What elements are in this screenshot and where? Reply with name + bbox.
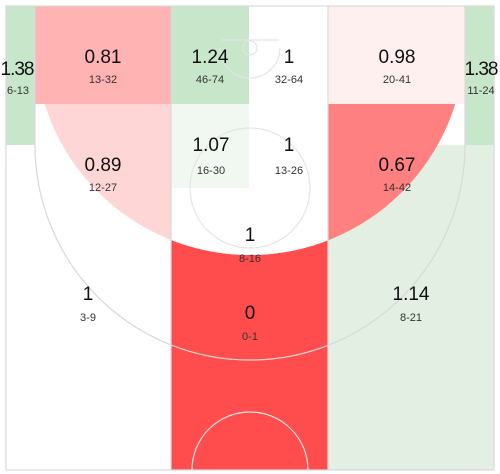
zone-right-short-paint xyxy=(249,104,328,188)
value-left-midrange: 0.89 xyxy=(85,155,122,176)
label-left-corner-three: 1.38 6-13 xyxy=(1,59,35,97)
court-lines xyxy=(5,5,495,471)
value-top-left-paint: 1.24 xyxy=(192,47,229,68)
attempts-right-wing-three: 20-41 xyxy=(383,74,411,86)
attempts-top-of-key-three: 0-1 xyxy=(242,331,258,343)
attempts-top-left-paint: 46-74 xyxy=(196,74,224,86)
value-left-wing-three: 0.81 xyxy=(85,47,122,68)
attempts-right-short-paint: 13-26 xyxy=(275,165,303,177)
zone-left-wing-three xyxy=(35,6,171,104)
attempts-left-corner-three: 6-13 xyxy=(7,85,29,97)
value-right-midrange: 0.67 xyxy=(379,155,416,176)
value-top-right-paint: 1 xyxy=(284,47,295,68)
value-left-above-break-three: 1 xyxy=(83,284,94,305)
label-top-right-paint: 1 32-64 xyxy=(275,47,303,86)
zone-right-corner-three xyxy=(465,6,494,145)
label-right-short-paint: 1 13-26 xyxy=(275,135,303,177)
label-right-wing-three: 0.98 20-41 xyxy=(379,47,416,86)
value-left-short-paint: 1.07 xyxy=(193,135,230,156)
attempts-right-corner-three: 11-24 xyxy=(467,85,494,97)
zone-left-short-paint xyxy=(171,104,249,188)
label-top-of-key-three: 0 0-1 xyxy=(242,303,258,343)
attempts-left-wing-three: 13-32 xyxy=(89,74,117,86)
zone-right-wing-three xyxy=(328,6,465,104)
attempts-left-short-paint: 16-30 xyxy=(197,165,225,177)
value-top-of-key-three: 0 xyxy=(245,303,256,324)
label-left-wing-three: 0.81 13-32 xyxy=(85,47,122,86)
value-free-throw-line: 1 xyxy=(245,225,256,246)
attempts-top-right-paint: 32-64 xyxy=(275,74,303,86)
label-top-left-paint: 1.24 46-74 xyxy=(192,47,229,86)
zone-top-right-paint xyxy=(249,6,328,104)
value-right-above-break-three: 1.14 xyxy=(393,284,430,305)
value-right-wing-three: 0.98 xyxy=(379,47,416,68)
label-free-throw-line: 1 8-16 xyxy=(239,225,261,265)
attempts-left-midrange: 12-27 xyxy=(89,182,117,194)
attempts-right-above-break-three: 8-21 xyxy=(400,312,422,324)
value-left-corner-three: 1.38 xyxy=(1,59,34,80)
label-right-above-break-three: 1.14 8-21 xyxy=(393,284,430,324)
zone-left-corner-three xyxy=(6,6,35,145)
zone-top-left-paint xyxy=(171,6,249,104)
label-right-corner-three: 1.38 11-24 xyxy=(465,59,499,97)
zone-free-throw-line xyxy=(171,188,328,255)
label-left-midrange: 0.89 12-27 xyxy=(85,155,122,194)
value-right-short-paint: 1 xyxy=(284,135,295,156)
attempts-left-above-break-three: 3-9 xyxy=(80,312,96,324)
label-left-short-paint: 1.07 16-30 xyxy=(193,135,230,177)
label-right-midrange: 0.67 14-42 xyxy=(379,155,416,194)
attempts-right-midrange: 14-42 xyxy=(383,182,411,194)
zone-labels: 1.38 6-13 0.81 13-32 1.24 46-74 1 32-64 … xyxy=(1,47,499,343)
attempts-free-throw-line: 8-16 xyxy=(239,253,261,265)
label-left-above-break-three: 1 3-9 xyxy=(80,284,96,324)
value-right-corner-three: 1.38 xyxy=(465,59,498,80)
